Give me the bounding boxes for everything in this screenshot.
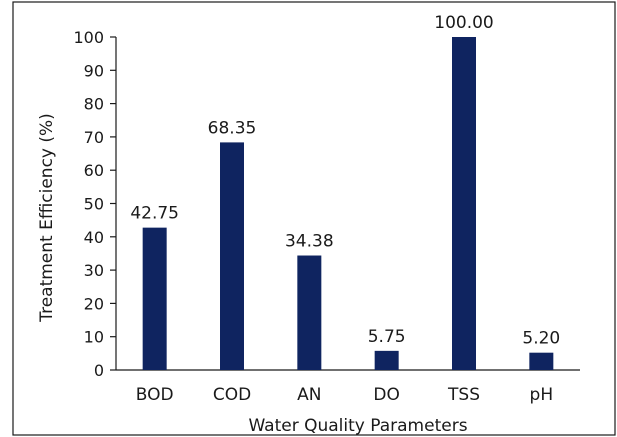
y-tick-label: 30 [84, 261, 104, 280]
data-label: 34.38 [285, 232, 334, 252]
bars [142, 37, 554, 370]
y-tick-label: 80 [84, 95, 104, 114]
value-labels: 42.75 68.35 34.38 5.75 100.00 5.20 [130, 13, 560, 349]
y-tick-label: 100 [73, 28, 104, 47]
x-tick-label: AN [297, 385, 321, 405]
data-label: 100.00 [434, 13, 493, 33]
y-tick-label: 70 [84, 128, 104, 147]
bar [220, 142, 244, 370]
x-tick-label: DO [373, 385, 399, 405]
x-tick-label: pH [530, 385, 554, 405]
data-label: 5.20 [522, 329, 560, 349]
data-label: 42.75 [130, 204, 179, 224]
y-tick-label: 40 [84, 228, 104, 247]
data-label: 5.75 [368, 327, 406, 347]
bar [374, 350, 399, 370]
y-tick-label: 0 [94, 361, 104, 380]
bar [142, 227, 167, 370]
x-tick-label: COD [213, 385, 251, 405]
x-tick-label: TSS [447, 385, 480, 405]
x-axis: BOD COD AN DO TSS pH [116, 369, 580, 405]
y-tick-label: 90 [84, 61, 104, 80]
x-axis-title: Water Quality Parameters [248, 416, 467, 436]
bar [529, 352, 554, 370]
x-tick-label: BOD [136, 385, 174, 405]
y-tick-label: 50 [84, 195, 104, 214]
y-tick-label: 20 [84, 294, 104, 313]
y-tick-label: 10 [84, 328, 104, 347]
data-label: 68.35 [208, 118, 257, 138]
bar [297, 255, 322, 370]
y-axis-title: Treatment Efficiency (%) [37, 113, 57, 323]
bar [452, 37, 476, 370]
y-tick-label: 60 [84, 161, 104, 180]
y-axis: 0 10 20 30 40 50 60 70 80 90 100 [73, 28, 117, 380]
